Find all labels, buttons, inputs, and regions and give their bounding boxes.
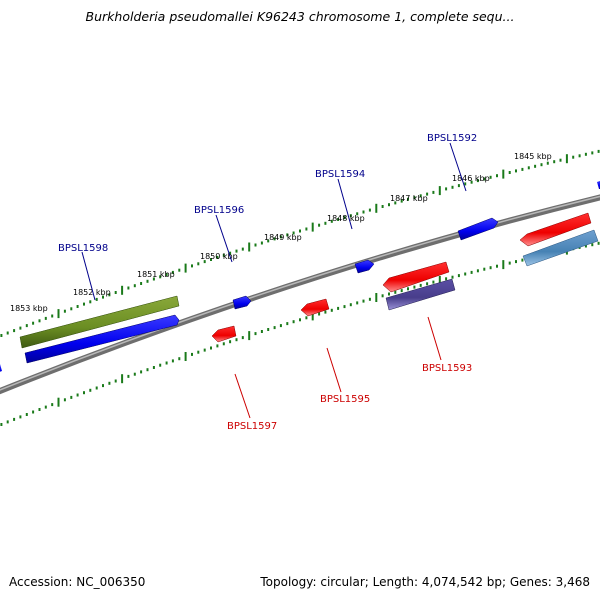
kbp-label: 1850 kbp [200, 252, 238, 261]
gene-labels: BPSL1598 BPSL1596 BPSL1594 BPSL1592 BPSL… [58, 133, 477, 432]
reverse-genes [211, 212, 592, 343]
gene-label-top[interactable]: BPSL1592 [427, 133, 477, 144]
gene-arrow-reverse[interactable] [211, 325, 237, 343]
gene-arrow-reverse[interactable] [519, 212, 592, 247]
topology-summary: Topology: circular; Length: 4,074,542 bp… [260, 575, 590, 589]
feature-bars [19, 229, 599, 349]
kbp-label: 1848 kbp [327, 214, 365, 223]
gene-arrow-forward[interactable] [354, 259, 375, 274]
leader-line [427, 316, 442, 361]
upper-tick-row [0, 149, 600, 337]
gene-arrow-forward[interactable] [457, 217, 499, 241]
leader-line [81, 251, 96, 301]
map-title: Burkholderia pseudomallei K96243 chromos… [85, 9, 515, 24]
feature-bar-steel[interactable] [522, 229, 599, 267]
gene-label-top[interactable]: BPSL1598 [58, 243, 108, 254]
gene-label-top[interactable]: BPSL1594 [315, 169, 365, 180]
chromosome-backbone [0, 194, 600, 395]
forward-genes [0, 181, 600, 375]
feature-bar-purple[interactable] [385, 278, 456, 311]
kbp-label: 1851 kbp [137, 270, 175, 279]
gene-label-bottom[interactable]: BPSL1597 [227, 421, 277, 432]
leader-lines [81, 142, 467, 419]
kbp-label: 1849 kbp [264, 233, 302, 242]
gene-arrow-forward[interactable] [0, 364, 2, 375]
leader-line [234, 373, 251, 419]
kbp-label: 1847 kbp [390, 194, 428, 203]
gene-arrow-forward[interactable] [597, 181, 600, 189]
gene-arrow-forward[interactable] [24, 314, 180, 364]
kbp-label: 1846 kbp [452, 174, 490, 183]
gene-arrow-reverse[interactable] [300, 298, 330, 317]
kbp-label: 1845 kbp [514, 152, 552, 161]
chromosome-backbone-highlight [0, 195, 600, 391]
kbp-labels: 1853 kbp 1852 kbp 1851 kbp 1850 kbp 1849… [10, 152, 552, 313]
leader-line [215, 214, 233, 263]
accession-text: Accession: NC_006350 [9, 575, 146, 589]
kbp-label: 1852 kbp [73, 288, 111, 297]
feature-bar-olive[interactable] [19, 295, 180, 349]
lower-tick-row [0, 241, 600, 426]
gene-label-top[interactable]: BPSL1596 [194, 205, 244, 216]
gene-arrow-reverse[interactable] [382, 261, 450, 293]
leader-line [326, 347, 342, 393]
kbp-label: 1853 kbp [10, 304, 48, 313]
gene-arrow-forward[interactable] [232, 295, 252, 310]
leader-line [449, 142, 467, 192]
leader-line [337, 178, 353, 230]
gene-label-bottom[interactable]: BPSL1593 [422, 363, 472, 374]
gene-label-bottom[interactable]: BPSL1595 [320, 394, 370, 405]
